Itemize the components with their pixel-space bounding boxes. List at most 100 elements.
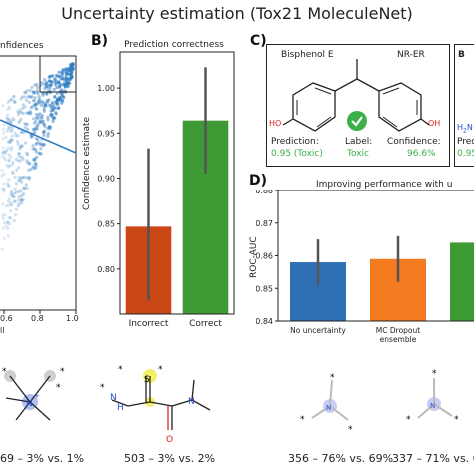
scatter-point bbox=[6, 226, 10, 230]
scatter-point bbox=[22, 175, 27, 179]
x-axis-label-fragment: ll bbox=[0, 326, 5, 335]
scatter-point bbox=[6, 127, 10, 131]
scatter-point bbox=[38, 119, 42, 123]
scatter-point bbox=[42, 143, 47, 147]
scatter-point bbox=[7, 203, 11, 207]
scatter-point bbox=[8, 124, 12, 128]
scatter-point bbox=[9, 98, 13, 102]
scatter-point bbox=[0, 202, 5, 206]
scatter-point bbox=[21, 198, 25, 202]
confidence-label: Confidence: bbox=[387, 137, 441, 147]
scatter-point bbox=[31, 147, 35, 151]
scatter-point bbox=[4, 135, 8, 139]
scatter-point bbox=[9, 216, 13, 220]
scatter-point bbox=[36, 122, 40, 126]
scatter-point bbox=[22, 187, 26, 191]
panel-b-subtitle: Prediction correctness bbox=[124, 40, 224, 50]
molecule-503: S H N N O * * * bbox=[100, 365, 211, 445]
scatter-point bbox=[37, 97, 42, 101]
scatter-point bbox=[54, 111, 58, 115]
scatter-point bbox=[39, 115, 43, 119]
scatter-point bbox=[31, 165, 35, 169]
y-tick-label: 0.85 bbox=[97, 220, 115, 229]
y-tick-label: 0.88 bbox=[256, 190, 273, 195]
scatter-point bbox=[27, 94, 31, 99]
attention-molecules: N + * * * S H N N O * * * N * * * bbox=[2, 365, 459, 445]
svg-text:*: * bbox=[100, 383, 105, 393]
scatter-point bbox=[37, 99, 42, 103]
scatter-point bbox=[12, 99, 16, 103]
y-tick-label: 0.80 bbox=[97, 265, 115, 274]
scatter-point bbox=[50, 80, 54, 84]
amine-fragment: H2N bbox=[457, 123, 473, 135]
scatter-point bbox=[16, 134, 20, 138]
y-tick-label: 1.00 bbox=[97, 84, 115, 93]
scatter-point bbox=[57, 106, 61, 111]
svg-text:N: N bbox=[110, 393, 117, 403]
scatter-point bbox=[42, 133, 46, 137]
scatter-point bbox=[32, 91, 36, 95]
scatter-point bbox=[35, 82, 39, 87]
scatter-point bbox=[9, 189, 14, 193]
scatter-point bbox=[34, 142, 38, 146]
svg-text:S: S bbox=[144, 375, 150, 385]
scatter-point bbox=[41, 93, 45, 97]
scatter-point bbox=[33, 157, 37, 161]
scatter-point bbox=[31, 90, 35, 94]
scatter-point bbox=[52, 87, 56, 92]
scatter-point bbox=[0, 154, 5, 158]
scatter-point bbox=[49, 83, 53, 87]
scatter-point bbox=[25, 186, 29, 190]
svg-text:*: * bbox=[330, 373, 335, 383]
scatter-point bbox=[13, 100, 17, 104]
scatter-point bbox=[22, 186, 26, 190]
scatter-point bbox=[33, 104, 38, 108]
y-tick-label: 0.87 bbox=[256, 219, 273, 228]
scatter-point bbox=[12, 199, 16, 203]
scatter-point bbox=[12, 191, 16, 195]
svg-text:*: * bbox=[2, 367, 7, 377]
svg-text:H: H bbox=[117, 403, 124, 413]
scatter-point bbox=[45, 99, 50, 103]
scatter-point bbox=[36, 124, 40, 128]
scatter-point bbox=[45, 81, 49, 85]
x-tick-label: Incorrect bbox=[129, 319, 169, 329]
scatter-point bbox=[36, 92, 40, 96]
scatter-point bbox=[35, 89, 40, 93]
high-confidence-box bbox=[39, 55, 77, 93]
scatter-point bbox=[6, 220, 10, 224]
scatter-point bbox=[42, 101, 46, 105]
scatter-point bbox=[13, 199, 17, 204]
scatter-point bbox=[33, 102, 37, 106]
scatter-point bbox=[6, 182, 10, 186]
scatter-point bbox=[20, 176, 25, 180]
svg-text:O: O bbox=[166, 435, 173, 445]
scatter-point bbox=[47, 79, 51, 83]
scatter-point bbox=[40, 113, 44, 117]
scatter-point bbox=[57, 80, 61, 84]
scatter-point bbox=[46, 100, 50, 104]
scatter-point bbox=[47, 79, 52, 83]
scatter-point bbox=[40, 120, 44, 124]
scatter-point bbox=[7, 197, 11, 201]
y-tick-label: 0.86 bbox=[256, 252, 273, 261]
scatter-point bbox=[20, 95, 24, 99]
scatter-point bbox=[40, 81, 44, 85]
scatter-point bbox=[2, 221, 6, 225]
scatter-point bbox=[1, 127, 5, 131]
scatter-point bbox=[50, 113, 55, 117]
scatter-point bbox=[7, 158, 11, 162]
scatter-point bbox=[1, 151, 5, 155]
scatter-point bbox=[27, 111, 31, 115]
molecule-caption: 337 – 71% vs. 6 bbox=[392, 452, 474, 465]
svg-text:N: N bbox=[326, 404, 331, 412]
scatter-point bbox=[53, 77, 57, 81]
scatter-point bbox=[20, 110, 24, 114]
scatter-point bbox=[29, 95, 33, 99]
scatter-point bbox=[24, 141, 28, 145]
scatter-point bbox=[0, 213, 5, 217]
scatter-point bbox=[34, 102, 38, 106]
scatter-point bbox=[41, 143, 45, 148]
x-tick-label: 0.8 bbox=[31, 314, 44, 323]
scatter-point bbox=[35, 141, 39, 145]
